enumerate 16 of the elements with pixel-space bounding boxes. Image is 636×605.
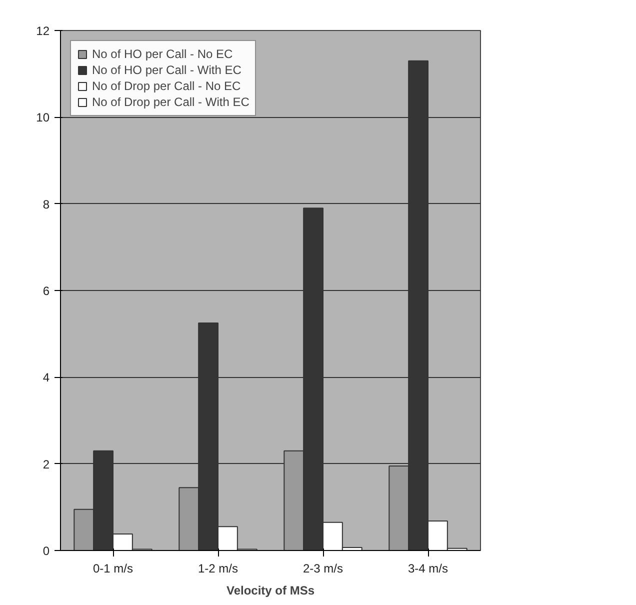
y-tick-label: 2	[42, 457, 50, 472]
y-tick-label: 6	[42, 284, 50, 298]
x-axis-title: Velocity of MSs	[226, 584, 315, 598]
y-tick-label: 12	[36, 24, 50, 38]
x-tick-label: 1-2 m/s	[198, 562, 238, 576]
x-tick-label: 0-1 m/s	[92, 562, 134, 576]
y-tick-label: 0	[42, 544, 50, 558]
x-tick-label: 2-3 m/s	[302, 562, 344, 576]
y-tick-label: 8	[42, 197, 50, 212]
y-tick-label: 10	[36, 110, 50, 125]
y-tick-label: 4	[42, 370, 50, 385]
legend-label: No of Drop per Call - With EC	[92, 95, 250, 109]
legend-label: No of HO per Call - With EC	[92, 63, 242, 77]
legend-label: No of Drop per Call - No EC	[92, 79, 241, 93]
x-tick-label: 3-4 m/s	[408, 562, 448, 576]
legend-label: No of HO per Call - No EC	[92, 47, 233, 61]
